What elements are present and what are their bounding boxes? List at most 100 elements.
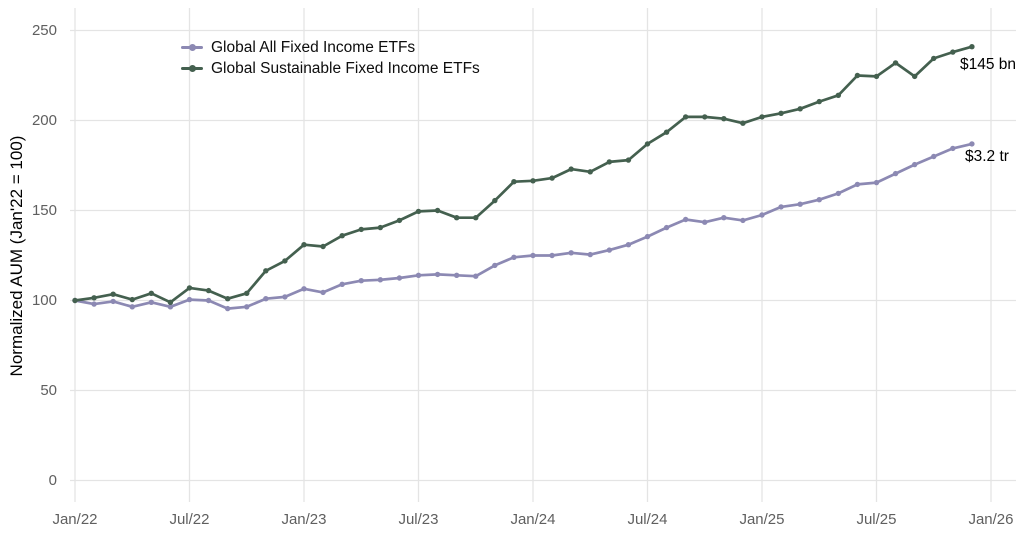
data-point <box>205 287 212 294</box>
x-tick-label: Jul/24 <box>627 511 668 528</box>
x-tick-label: Jul/23 <box>398 511 439 528</box>
data-point <box>301 242 307 248</box>
data-point <box>625 157 632 163</box>
legend: Global All Fixed Income ETFs Global Sust… <box>181 38 480 78</box>
data-point <box>911 161 918 168</box>
data-point <box>873 179 880 186</box>
data-point <box>549 175 555 181</box>
x-tick-label: Jan/24 <box>510 511 556 528</box>
data-point <box>950 49 956 55</box>
data-point <box>415 272 422 278</box>
data-point <box>625 242 632 248</box>
data-point <box>91 301 97 307</box>
y-tick-label: 250 <box>31 21 57 39</box>
data-point <box>396 275 403 281</box>
data-point <box>282 294 288 300</box>
data-point <box>969 141 975 147</box>
data-point <box>549 252 555 259</box>
data-point <box>854 72 861 79</box>
legend-key-dot <box>188 43 196 51</box>
data-point <box>702 114 708 120</box>
data-point <box>320 243 326 250</box>
x-tick-label: Jul/25 <box>856 511 897 528</box>
data-point <box>511 254 517 260</box>
data-point <box>873 73 880 80</box>
data-point <box>606 159 613 165</box>
data-point <box>530 252 536 259</box>
x-tick-label: Jul/22 <box>169 511 210 528</box>
data-point <box>244 290 250 296</box>
data-point <box>244 304 250 310</box>
data-point <box>339 233 345 239</box>
x-tick-label: Jan/22 <box>52 511 98 528</box>
data-point <box>931 153 937 160</box>
data-point <box>644 141 651 147</box>
data-point <box>358 226 364 233</box>
legend-item-global-all-fixed-income-etfs: Global All Fixed Income ETFs <box>181 38 480 57</box>
data-point <box>969 44 975 50</box>
legend-item-global-sustainable-fixed-income-etfs: Global Sustainable Fixed Income ETFs <box>181 59 480 78</box>
data-point <box>587 169 593 175</box>
data-point <box>606 247 613 253</box>
data-point <box>358 278 364 284</box>
data-point <box>797 106 803 112</box>
end-value-label-all: $3.2 tr <box>965 148 1009 165</box>
data-point <box>950 145 956 152</box>
data-point <box>72 297 78 304</box>
y-tick-label: 200 <box>31 111 57 129</box>
data-point <box>530 178 536 184</box>
data-point <box>682 216 689 223</box>
data-point <box>453 272 460 278</box>
data-point <box>110 298 116 305</box>
data-point <box>434 271 441 278</box>
data-point <box>740 217 746 224</box>
data-point <box>816 98 822 105</box>
data-point <box>568 166 574 172</box>
data-point <box>282 258 288 264</box>
data-point <box>587 251 593 258</box>
data-point <box>129 304 135 310</box>
data-point <box>931 55 937 62</box>
data-point <box>854 181 861 188</box>
data-point <box>301 286 307 292</box>
data-point <box>110 291 116 297</box>
data-point <box>682 114 689 120</box>
data-point <box>205 297 212 304</box>
data-point <box>263 268 269 274</box>
series-line <box>73 45 974 304</box>
data-point <box>473 273 479 279</box>
data-point <box>721 116 727 122</box>
data-point <box>167 299 174 305</box>
series-line <box>73 142 974 310</box>
data-point <box>778 110 784 117</box>
x-tick-label: Jan/23 <box>281 511 327 528</box>
legend-key-dot <box>188 64 196 72</box>
data-point <box>759 114 765 120</box>
data-point <box>224 305 231 312</box>
data-point <box>148 299 155 305</box>
data-point <box>434 207 441 214</box>
y-axis-title-text: Normalized AUM (Jan'22 = 100) <box>7 135 26 377</box>
data-point <box>415 208 422 215</box>
data-point <box>492 262 498 269</box>
data-point <box>892 60 899 66</box>
data-point <box>186 285 193 291</box>
x-tick-label: Jan/25 <box>739 511 785 528</box>
data-point <box>224 296 231 302</box>
data-point <box>320 289 326 296</box>
data-point <box>721 215 727 221</box>
data-point <box>835 92 842 99</box>
data-point <box>453 215 460 221</box>
data-point <box>377 277 384 283</box>
data-point <box>663 129 670 135</box>
data-point <box>148 290 155 296</box>
data-point <box>797 201 803 207</box>
data-point <box>835 190 842 197</box>
data-point <box>644 233 651 240</box>
line-point-legend-key-icon <box>181 59 203 78</box>
data-point <box>568 250 574 256</box>
data-point <box>759 212 765 218</box>
legend-label-all: Global All Fixed Income ETFs <box>211 38 416 56</box>
